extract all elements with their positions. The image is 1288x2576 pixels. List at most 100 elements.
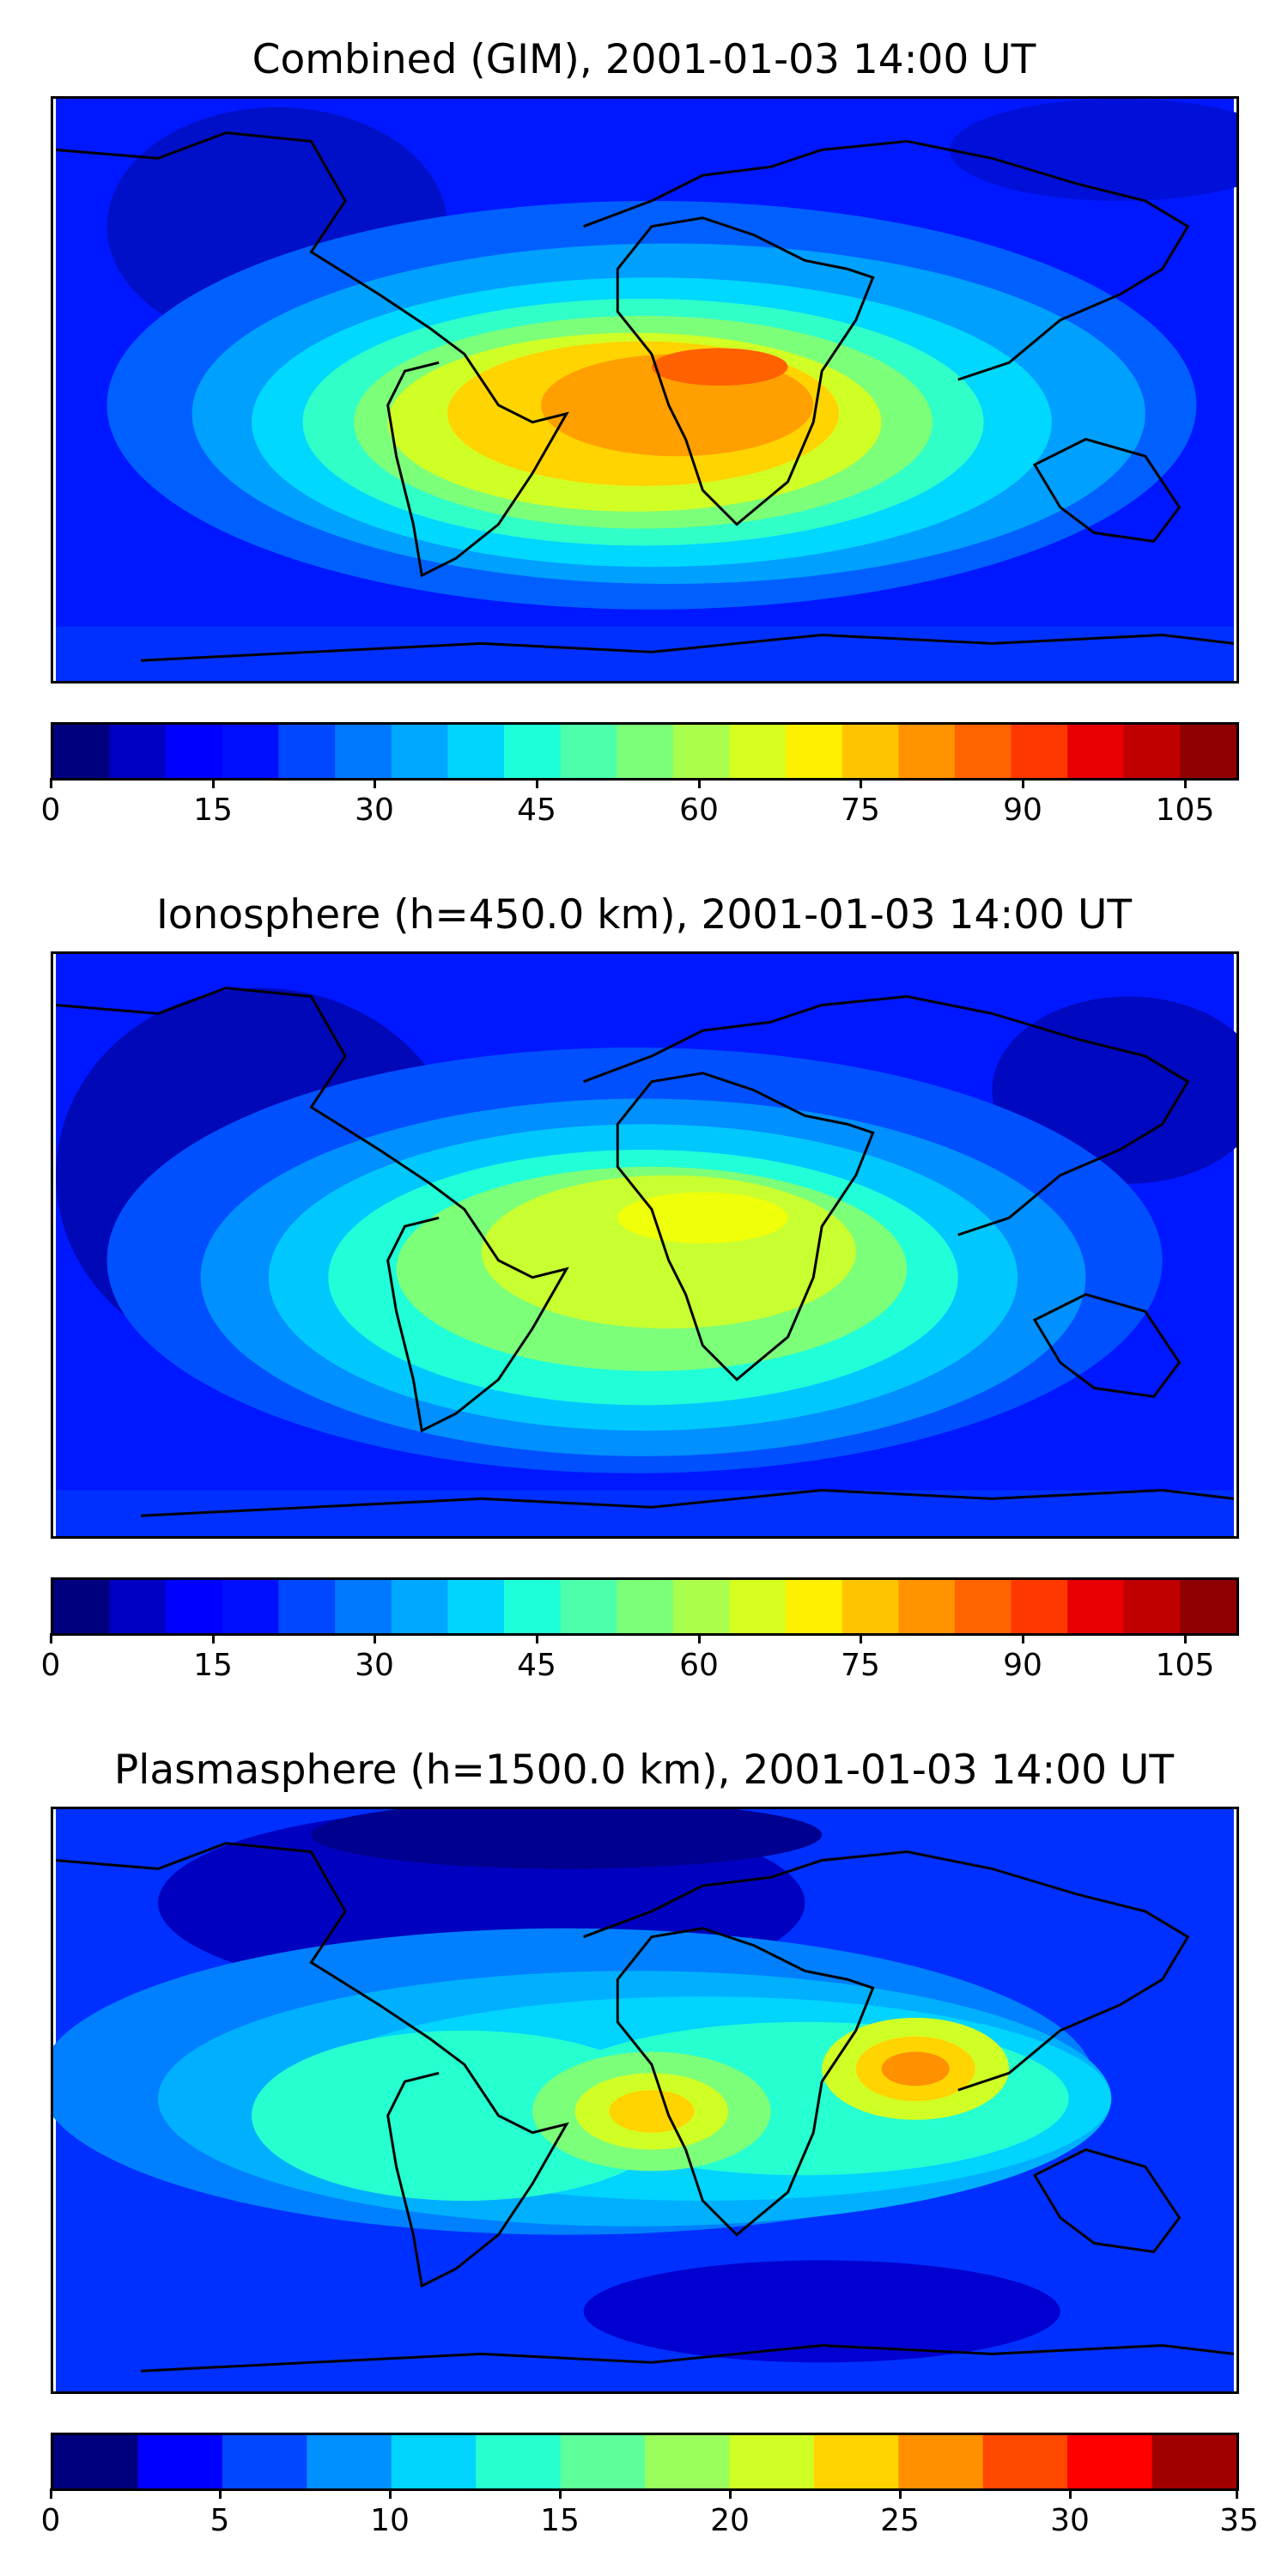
- colorbar-tick: [374, 1633, 376, 1643]
- colorbar-level-swatch: [391, 2435, 477, 2488]
- colorbar-tick-label: 45: [517, 1648, 556, 1683]
- colorbar-level-swatch: [1011, 725, 1068, 778]
- colorbar-level-swatch: [729, 2435, 815, 2488]
- panel-2-title: Ionosphere (h=450.0 km), 2001-01-03 14:0…: [155, 891, 1133, 939]
- colorbar-tick-label: 90: [1003, 1648, 1042, 1683]
- contour-region: [56, 626, 1234, 681]
- colorbar-tick-label: 0: [40, 2503, 61, 2538]
- panel-2-colorbar-ticks: 0 15 30 45 60 75 90 105: [41, 1633, 1239, 1685]
- colorbar-level-swatch: [166, 1580, 223, 1633]
- colorbar-level-swatch: [786, 1580, 843, 1633]
- colorbar-level-swatch: [617, 1580, 674, 1633]
- contour-region: [609, 2090, 695, 2133]
- colorbar-tick-label: 15: [193, 793, 233, 828]
- contour-region: [881, 2051, 950, 2087]
- colorbar-level-swatch: [335, 725, 392, 778]
- colorbar-level-swatch: [672, 1580, 731, 1633]
- colorbar-level-swatch: [841, 1580, 900, 1633]
- colorbar-tick-label: 75: [841, 1648, 880, 1683]
- colorbar-level-swatch: [898, 1580, 956, 1633]
- colorbar-tick: [860, 778, 862, 788]
- colorbar-tick-label: 20: [710, 2503, 750, 2538]
- colorbar-level-swatch: [813, 2435, 900, 2488]
- coastlines: [55, 1842, 1235, 2372]
- colorbar-tick-label: 60: [679, 793, 719, 828]
- colorbar-tick-label: 75: [841, 793, 880, 828]
- contour-region: [949, 99, 1236, 201]
- colorbar-level-swatch: [222, 725, 280, 778]
- colorbar-tick: [50, 778, 52, 788]
- colorbar-tick-label: 15: [193, 1648, 233, 1683]
- colorbar-level-swatch: [1067, 1580, 1125, 1633]
- panel-3-map: [51, 1807, 1239, 2394]
- colorbar-tick: [1022, 1633, 1024, 1643]
- colorbar-tick: [729, 2488, 732, 2499]
- contour-region: [583, 2260, 1060, 2363]
- colorbar-level-swatch: [53, 2435, 139, 2488]
- colorbar-tick: [374, 778, 376, 788]
- colorbar-tick: [1184, 778, 1187, 788]
- colorbar-level-swatch: [1011, 1580, 1068, 1633]
- panel-1-colorbar-ticks: 0 15 30 45 60 75 90 105: [41, 778, 1239, 829]
- colorbar-level-swatch: [1151, 2435, 1236, 2488]
- panel-2-map: [51, 951, 1239, 1539]
- colorbar-level-swatch: [982, 2435, 1068, 2488]
- colorbar-level-swatch: [222, 2435, 308, 2488]
- colorbar-tick: [389, 2488, 392, 2499]
- panel-2-colorbar: [51, 1577, 1239, 1636]
- colorbar-level-swatch: [278, 725, 336, 778]
- colorbar-tick-label: 105: [1155, 1648, 1215, 1683]
- colorbar-level-swatch: [1180, 1580, 1236, 1633]
- panel-3-title: Plasmasphere (h=1500.0 km), 2001-01-03 1…: [113, 1747, 1175, 1794]
- colorbar-level-swatch: [898, 725, 956, 778]
- panel-3-colorbar: [51, 2433, 1239, 2491]
- colorbar-tick-label: 0: [40, 793, 61, 828]
- colorbar-level-swatch: [53, 725, 111, 778]
- contour-region: [617, 1192, 788, 1244]
- colorbar-level-swatch: [954, 725, 1012, 778]
- colorbar-level-swatch: [278, 1580, 336, 1633]
- contour-region: [651, 348, 788, 386]
- colorbar-level-swatch: [645, 2435, 731, 2488]
- colorbar-tick: [50, 1633, 52, 1643]
- colorbar-tick: [219, 2488, 222, 2499]
- colorbar-tick: [1236, 2488, 1238, 2499]
- colorbar-level-swatch: [1123, 725, 1182, 778]
- colorbar-level-swatch: [560, 725, 617, 778]
- colorbar-level-swatch: [307, 2435, 392, 2488]
- colorbar-level-swatch: [1123, 1580, 1182, 1633]
- colorbar-level-swatch: [53, 1580, 111, 1633]
- colorbar-tick-label: 90: [1003, 793, 1042, 828]
- coastlines: [55, 131, 1235, 662]
- colorbar-tick-label: 60: [679, 1648, 719, 1683]
- colorbar-level-swatch: [841, 725, 900, 778]
- colorbar-level-swatch: [1067, 2435, 1153, 2488]
- colorbar-level-swatch: [503, 725, 562, 778]
- colorbar-tick-label: 45: [517, 793, 556, 828]
- colorbar-level-swatch: [617, 725, 674, 778]
- colorbar-level-swatch: [222, 1580, 280, 1633]
- colorbar-tick: [212, 1633, 215, 1643]
- colorbar-tick-label: 30: [355, 793, 394, 828]
- panel-1-title: Combined (GIM), 2001-01-03 14:00 UT: [252, 36, 1036, 83]
- colorbar-level-swatch: [898, 2435, 984, 2488]
- panel-1-colorbar: [51, 722, 1239, 781]
- colorbar-level-swatch: [335, 1580, 392, 1633]
- colorbar-tick-label: 35: [1219, 2503, 1259, 2538]
- colorbar-tick-label: 105: [1155, 793, 1215, 828]
- colorbar-tick: [698, 1633, 701, 1643]
- colorbar-tick-label: 10: [370, 2503, 410, 2538]
- colorbar-level-swatch: [1180, 725, 1236, 778]
- colorbar-level-swatch: [729, 725, 787, 778]
- coastlines: [55, 987, 1235, 1517]
- colorbar-tick-label: 0: [40, 1648, 61, 1683]
- colorbar-level-swatch: [391, 725, 449, 778]
- colorbar-level-swatch: [1067, 725, 1125, 778]
- colorbar-level-swatch: [503, 1580, 562, 1633]
- colorbar-level-swatch: [447, 1580, 505, 1633]
- colorbar-tick: [50, 2488, 52, 2499]
- colorbar-level-swatch: [560, 1580, 617, 1633]
- colorbar-level-swatch: [729, 1580, 787, 1633]
- colorbar-tick-label: 30: [1050, 2503, 1090, 2538]
- panel-1-map: [51, 96, 1239, 683]
